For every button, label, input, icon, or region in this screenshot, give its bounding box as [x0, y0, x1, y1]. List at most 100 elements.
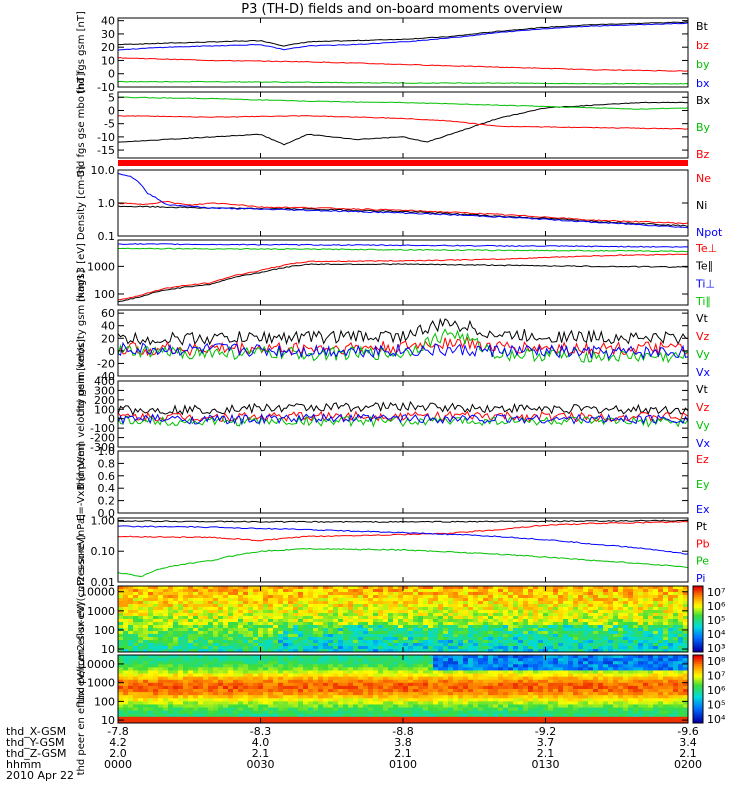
heatmap-cell — [448, 676, 454, 681]
heatmap-cell — [293, 637, 299, 641]
heatmap-cell — [413, 613, 419, 617]
y-tick-label: -200 — [90, 432, 115, 445]
heatmap-cell — [333, 664, 339, 668]
heatmap-cell — [133, 646, 139, 650]
heatmap-cell — [653, 634, 659, 638]
heatmap-cell — [323, 637, 329, 641]
heatmap-cell — [593, 692, 599, 696]
heatmap-cell — [363, 670, 369, 674]
heatmap-cell — [523, 643, 529, 647]
legend-Vz: Vz — [696, 401, 710, 414]
heatmap-cell — [593, 655, 599, 659]
heatmap-cell — [453, 637, 459, 641]
heatmap-cell — [118, 637, 124, 641]
heatmap-cell — [338, 586, 344, 590]
heatmap-cell — [248, 628, 254, 632]
heatmap-cell — [673, 595, 679, 599]
heatmap-cell — [463, 667, 469, 671]
heatmap-cell — [468, 713, 474, 718]
heatmap-cell — [563, 707, 569, 712]
heatmap-cell — [223, 616, 229, 620]
heatmap-cell — [168, 695, 174, 699]
heatmap-cell — [173, 586, 179, 590]
heatmap-cell — [393, 695, 399, 699]
heatmap-cell — [183, 643, 189, 647]
heatmap-cell — [408, 685, 414, 690]
heatmap-cell — [263, 701, 269, 705]
heatmap-cell — [488, 719, 494, 724]
heatmap-cell — [433, 685, 439, 690]
heatmap-cell — [228, 625, 234, 629]
heatmap-cell — [148, 607, 154, 611]
heatmap-cell — [258, 607, 264, 611]
heatmap-cell — [383, 664, 389, 668]
heatmap-cell — [398, 682, 404, 687]
heatmap-cell — [343, 634, 349, 638]
heatmap-cell — [443, 610, 449, 614]
heatmap-cell — [138, 604, 144, 608]
heatmap-cell — [118, 661, 124, 665]
heatmap-cell — [263, 604, 269, 608]
heatmap-cell — [118, 710, 124, 715]
heatmap-cell — [448, 607, 454, 611]
heatmap-cell — [353, 661, 359, 665]
heatmap-cell — [638, 607, 644, 611]
heatmap-cell — [303, 592, 309, 596]
heatmap-cell — [178, 698, 184, 702]
heatmap-cell — [648, 631, 654, 635]
heatmap-cell — [318, 716, 324, 721]
heatmap-cell — [168, 707, 174, 712]
heatmap-cell — [248, 695, 254, 699]
heatmap-cell — [483, 622, 489, 626]
heatmap-cell — [528, 598, 534, 602]
heatmap-cell — [468, 710, 474, 715]
heatmap-cell — [413, 595, 419, 599]
heatmap-cell — [593, 586, 599, 590]
heatmap-cell — [268, 610, 274, 614]
heatmap-cell — [353, 604, 359, 608]
heatmap-cell — [303, 586, 309, 590]
heatmap-cell — [133, 673, 139, 678]
heatmap-cell — [533, 710, 539, 715]
heatmap-cell — [423, 692, 429, 696]
heatmap-cell — [548, 704, 554, 708]
heatmap-cell — [468, 670, 474, 674]
heatmap-cell — [523, 682, 529, 687]
heatmap-cell — [403, 679, 409, 684]
heatmap-cell — [388, 592, 394, 596]
heatmap-cell — [573, 607, 579, 611]
heatmap-cell — [468, 607, 474, 611]
heatmap-cell — [513, 685, 519, 690]
heatmap-cell — [173, 710, 179, 715]
heatmap-cell — [523, 692, 529, 696]
heatmap-cell — [448, 619, 454, 623]
heatmap-cell — [243, 607, 249, 611]
heatmap-cell — [178, 592, 184, 596]
heatmap-cell — [338, 613, 344, 617]
heatmap-cell — [268, 625, 274, 629]
heatmap-cell — [338, 679, 344, 684]
heatmap-cell — [138, 634, 144, 638]
heatmap-cell — [393, 634, 399, 638]
colorbar-segment — [693, 586, 703, 589]
heatmap-cell — [338, 719, 344, 724]
heatmap-cell — [513, 604, 519, 608]
heatmap-cell — [513, 713, 519, 718]
heatmap-cell — [578, 704, 584, 708]
heatmap-cell — [363, 695, 369, 699]
heatmap-cell — [133, 643, 139, 647]
heatmap-cell — [433, 649, 439, 653]
heatmap-cell — [443, 592, 449, 596]
heatmap-cell — [183, 692, 189, 696]
heatmap-cell — [168, 616, 174, 620]
heatmap-cell — [683, 604, 689, 608]
heatmap-cell — [543, 607, 549, 611]
heatmap-cell — [558, 664, 564, 668]
heatmap-cell — [203, 595, 209, 599]
heatmap-cell — [238, 631, 244, 635]
heatmap-cell — [133, 595, 139, 599]
heatmap-cell — [183, 610, 189, 614]
heatmap-cell — [493, 713, 499, 718]
heatmap-cell — [263, 655, 269, 659]
heatmap-cell — [123, 613, 129, 617]
